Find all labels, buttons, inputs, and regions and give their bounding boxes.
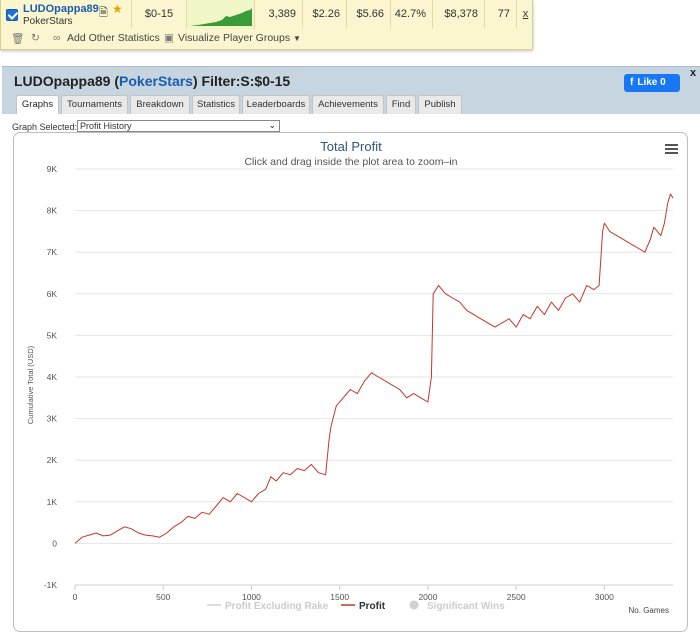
x-tick-label: 500	[156, 592, 170, 602]
like-label: Like 0	[637, 77, 666, 88]
player-panel-header: LUDOpappa89 (PokerStars) Filter:S:$0-15 …	[2, 66, 700, 114]
tab-find[interactable]: Find	[386, 95, 416, 114]
graph-selected-label: Graph Selected:	[12, 122, 78, 132]
favorite-star-icon[interactable]: ★	[112, 2, 123, 16]
stakes-cell: $0-15	[131, 0, 186, 29]
tab-statistics[interactable]: Statistics	[192, 95, 240, 114]
remove-player-link[interactable]: x	[516, 0, 534, 29]
legend-item-label[interactable]: Profit Excluding Rake	[225, 601, 329, 612]
trash-icon[interactable]: 🗑	[11, 33, 25, 45]
roi-cell: 42.7%	[390, 0, 432, 29]
stats-toolbar: 🗑 ↻ ∞ Add Other Statistics ▣ Visualize P…	[1, 30, 532, 48]
legend-symbol	[409, 600, 419, 610]
chart-menu-icon[interactable]	[665, 144, 678, 154]
legend-item-label[interactable]: Profit	[359, 601, 386, 612]
facebook-icon: f	[630, 77, 634, 88]
legend-item-label[interactable]: Significant Wins	[427, 601, 505, 612]
y-tick-label: 0	[52, 538, 57, 548]
add-other-statistics-button[interactable]: Add Other Statistics	[67, 32, 160, 44]
graph-type-value: Profit History	[80, 121, 132, 131]
chevron-down-icon: ▼	[293, 34, 301, 43]
y-axis-title: Cumulative Total (USD)	[26, 345, 35, 424]
player-card-icon[interactable]: 🗎	[99, 7, 108, 19]
chart-icon: ▣	[164, 32, 174, 44]
link-icon[interactable]: ∞	[53, 32, 61, 44]
page-title: LUDOpappa89 (PokerStars) Filter:S:$0-15	[14, 73, 290, 89]
profit-chart[interactable]: -1K 0 1K 2K 3K 4K 5K 6K 7K 8K 9K 0 500 1000 1500 2000 25…	[13, 132, 688, 632]
y-tick-label: 9K	[47, 164, 58, 174]
profit-sparkline	[190, 8, 252, 26]
close-panel-button[interactable]: x	[690, 67, 697, 79]
y-tick-label: 6K	[47, 289, 58, 299]
title-filter: ) Filter:S:$0-15	[192, 73, 291, 89]
player-groups-label: Player Groups	[223, 32, 291, 44]
y-tick-label: 8K	[47, 206, 58, 216]
player-groups-dropdown[interactable]: Player Groups ▼	[223, 32, 301, 44]
chart-svg[interactable]: -1K 0 1K 2K 3K 4K 5K 6K 7K 8K 9K 0 500 1000 1500 2000 25…	[14, 133, 687, 631]
refresh-icon[interactable]: ↻	[31, 32, 40, 44]
sparkline-cell	[186, 0, 254, 29]
tab-graphs[interactable]: Graphs	[16, 95, 59, 114]
ability-cell: 77	[484, 0, 516, 29]
tab-breakdown[interactable]: Breakdown	[130, 95, 190, 114]
y-tick-label: 5K	[47, 330, 58, 340]
tab-leaderboards[interactable]: Leaderboards	[242, 95, 310, 114]
x-tick-label: 1500	[330, 592, 349, 602]
chart-subtitle: Click and drag inside the plot area to z…	[244, 156, 457, 168]
chart-legend: Profit Excluding Rake Profit Significant W…	[207, 600, 505, 612]
avg-stake-cell: $5.66	[346, 0, 390, 29]
games-cell: 3,389	[254, 0, 302, 29]
x-tick-label: 1000	[242, 592, 261, 602]
title-site-open: (	[110, 73, 120, 89]
x-tick-label: 2000	[418, 592, 437, 602]
y-tick-label: 7K	[47, 247, 58, 257]
x-axis-title: No. Games	[629, 606, 669, 615]
y-tick-label: -1K	[44, 580, 58, 590]
y-tick-label: 3K	[47, 414, 58, 424]
visualize-button[interactable]: Visualize	[178, 32, 220, 44]
x-tick-label: 2500	[507, 592, 526, 602]
y-tick-label: 4K	[47, 372, 58, 382]
player-name-link[interactable]: LUDOpappa89	[23, 3, 99, 15]
total-profit-cell: $8,378	[432, 0, 484, 29]
series-line-profit[interactable]	[74, 193, 674, 544]
player-stats-panel: LUDOpappa89 PokerStars 🗎 ★ $0-15 3,389 $…	[0, 0, 533, 50]
title-site-link[interactable]: PokerStars	[119, 73, 193, 89]
avg-profit-cell: $2.26	[302, 0, 346, 29]
graph-type-select[interactable]: Profit History ⌄	[77, 120, 280, 132]
chart-title: Total Profit	[320, 139, 382, 154]
facebook-like-button[interactable]: f Like 0	[624, 74, 680, 92]
title-player-name: LUDOpappa89	[14, 73, 111, 89]
chevron-down-icon: ⌄	[268, 120, 276, 130]
x-tick-label: 0	[73, 592, 78, 602]
player-select-checkbox[interactable]	[6, 9, 18, 21]
tab-tournaments[interactable]: Tournaments	[61, 95, 128, 114]
tab-publish[interactable]: Publish	[418, 95, 462, 114]
y-tick-label: 1K	[47, 497, 58, 507]
player-stats-row: LUDOpappa89 PokerStars 🗎 ★ $0-15 3,389 $…	[1, 0, 532, 29]
player-site: PokerStars	[23, 16, 73, 27]
y-tick-label: 2K	[47, 455, 58, 465]
x-tick-label: 3000	[595, 592, 614, 602]
tab-achievements[interactable]: Achievements	[312, 95, 384, 114]
